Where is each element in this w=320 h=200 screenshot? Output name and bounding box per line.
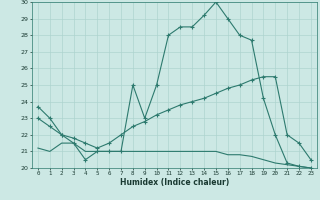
X-axis label: Humidex (Indice chaleur): Humidex (Indice chaleur) [120,178,229,187]
